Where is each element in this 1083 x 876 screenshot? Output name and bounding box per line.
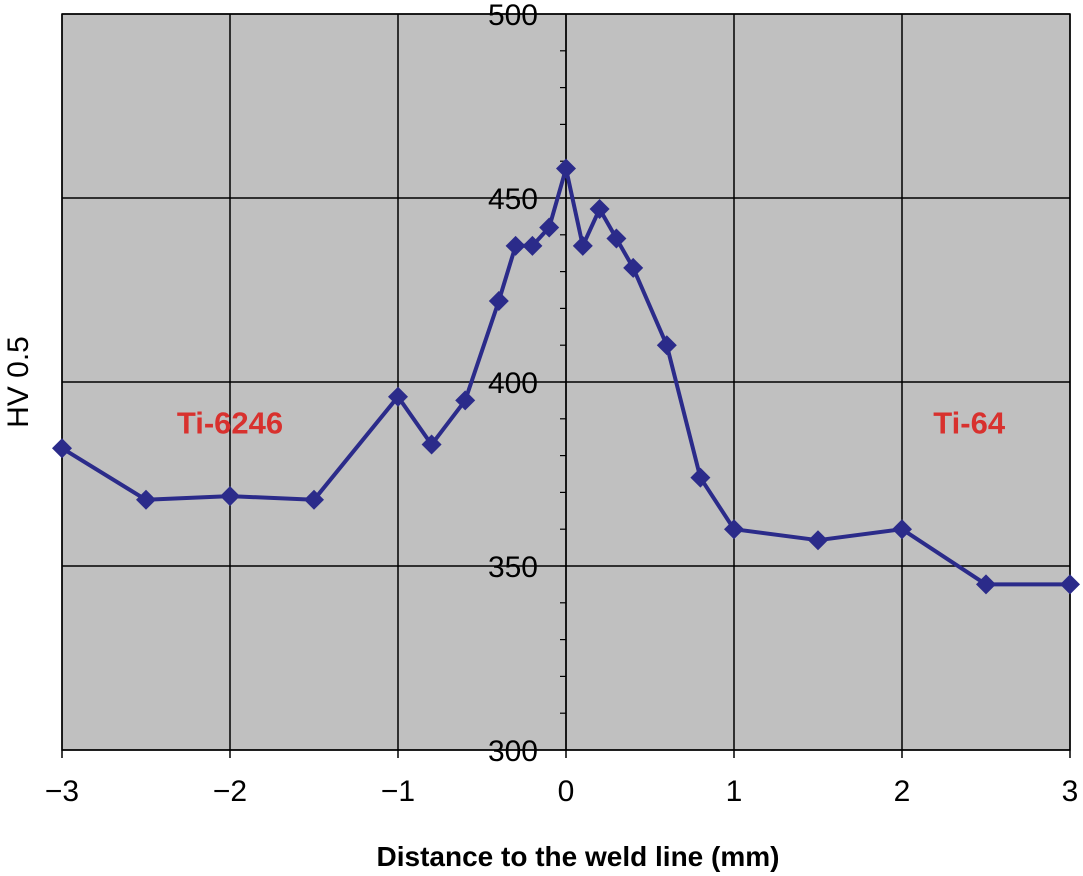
data-point: [522, 235, 543, 256]
data-point: [136, 489, 156, 510]
x-tick-label: 2: [894, 775, 911, 808]
x-tick-label: 0: [558, 775, 575, 808]
y-tick-label: 450: [488, 183, 538, 216]
data-point: [572, 235, 593, 256]
data-point: [556, 158, 576, 179]
data-point: [388, 386, 408, 407]
data-point: [976, 574, 996, 595]
x-tick-label: −3: [45, 775, 79, 808]
y-tick-label: 350: [488, 551, 538, 584]
data-point: [623, 257, 644, 278]
data-point: [52, 438, 72, 459]
x-tick-label: −2: [213, 775, 247, 808]
y-tick-label: 500: [488, 0, 538, 32]
data-point: [455, 390, 476, 411]
data-point: [539, 217, 560, 238]
data-point: [220, 486, 240, 507]
x-tick-label: 3: [1062, 775, 1079, 808]
axes: [61, 13, 1071, 758]
series: [52, 158, 1080, 595]
x-tick-label: −1: [381, 775, 415, 808]
annotation-label: Ti-6246: [177, 405, 283, 440]
data-point: [808, 530, 828, 551]
data-point: [421, 434, 442, 455]
data-point: [304, 489, 324, 510]
data-point: [1060, 574, 1080, 595]
data-point: [892, 519, 912, 540]
data-point: [606, 228, 627, 249]
x-axis-title: Distance to the weld line (mm): [377, 841, 780, 872]
y-tick-label: 400: [488, 367, 538, 400]
annotation-label: Ti-64: [933, 405, 1006, 440]
data-point: [505, 235, 526, 256]
data-point: [488, 291, 509, 312]
data-point: [589, 199, 610, 220]
labels: −3 −2 −1 0 1 2 3 300 350 400 450 500 Ti-6246 Ti-64: [45, 0, 1078, 808]
data-point: [724, 519, 744, 540]
data-point: [656, 335, 677, 356]
y-tick-label: 300: [488, 735, 538, 768]
data-point: [690, 467, 711, 488]
y-axis-title: HV 0.5: [2, 336, 35, 428]
x-tick-label: 1: [726, 775, 743, 808]
